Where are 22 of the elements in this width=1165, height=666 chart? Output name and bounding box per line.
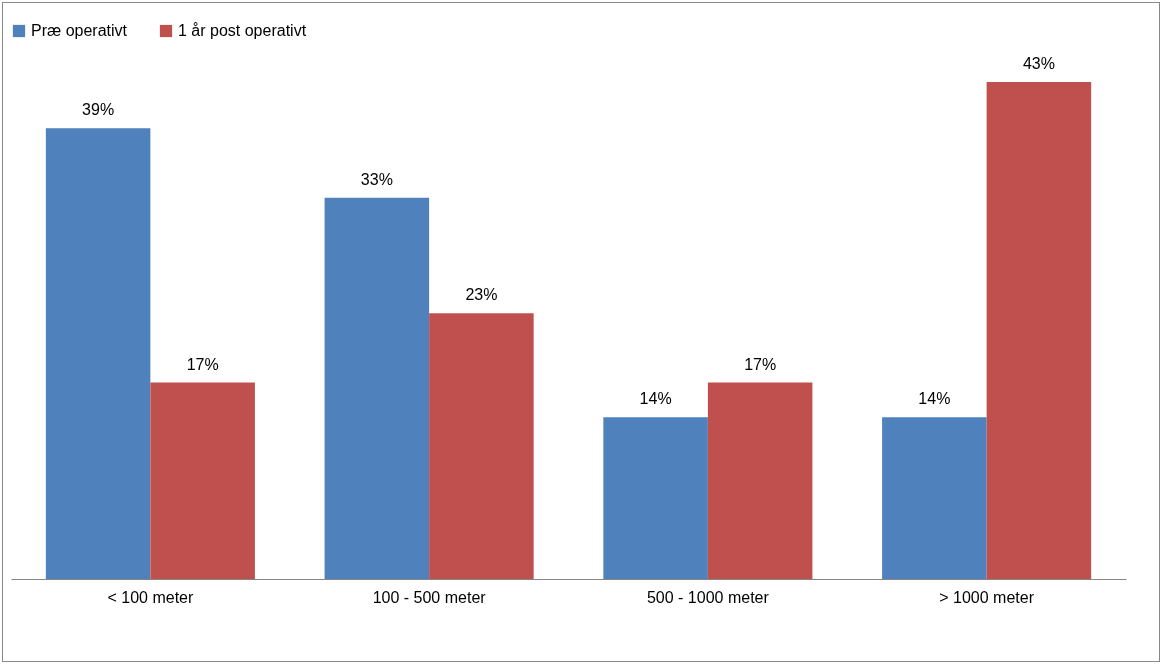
x-tick-label: > 1000 meter — [939, 588, 1035, 606]
data-label: 14% — [639, 390, 672, 408]
data-label: 23% — [465, 286, 498, 304]
legend-label: 1 år post operativt — [178, 22, 307, 39]
bar — [324, 197, 430, 579]
bar — [707, 382, 813, 579]
bar — [429, 313, 534, 579]
bar — [882, 417, 987, 579]
data-label: 17% — [744, 355, 777, 373]
x-tick-label: 500 - 1000 meter — [646, 588, 770, 606]
bar — [150, 382, 255, 579]
legend-label: Præ operativt — [31, 22, 128, 39]
data-label: 17% — [186, 355, 219, 373]
bar — [45, 128, 151, 579]
data-label: 39% — [82, 101, 115, 119]
bar — [986, 82, 1092, 579]
data-label: 43% — [1022, 55, 1055, 73]
x-tick-label: < 100 meter — [107, 588, 194, 606]
data-label: 33% — [360, 170, 393, 188]
x-tick-label: 100 - 500 meter — [372, 588, 487, 606]
data-label: 14% — [918, 390, 951, 408]
bar — [603, 417, 708, 579]
